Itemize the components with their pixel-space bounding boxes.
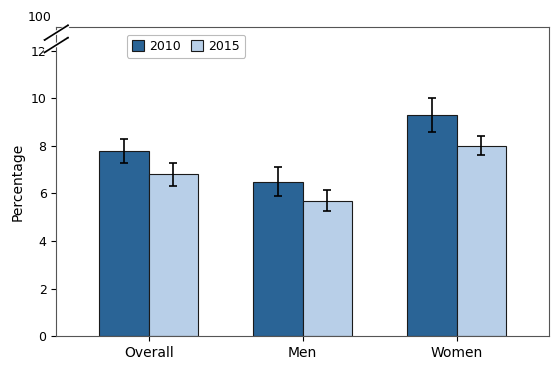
Text: 100: 100 — [27, 11, 52, 24]
Bar — [148, 174, 198, 336]
Bar — [407, 115, 456, 336]
Bar — [99, 151, 148, 336]
Y-axis label: Percentage: Percentage — [11, 142, 25, 221]
Bar — [302, 201, 352, 336]
Legend: 2010, 2015: 2010, 2015 — [127, 35, 245, 58]
Bar — [456, 146, 506, 336]
Bar — [253, 181, 302, 336]
